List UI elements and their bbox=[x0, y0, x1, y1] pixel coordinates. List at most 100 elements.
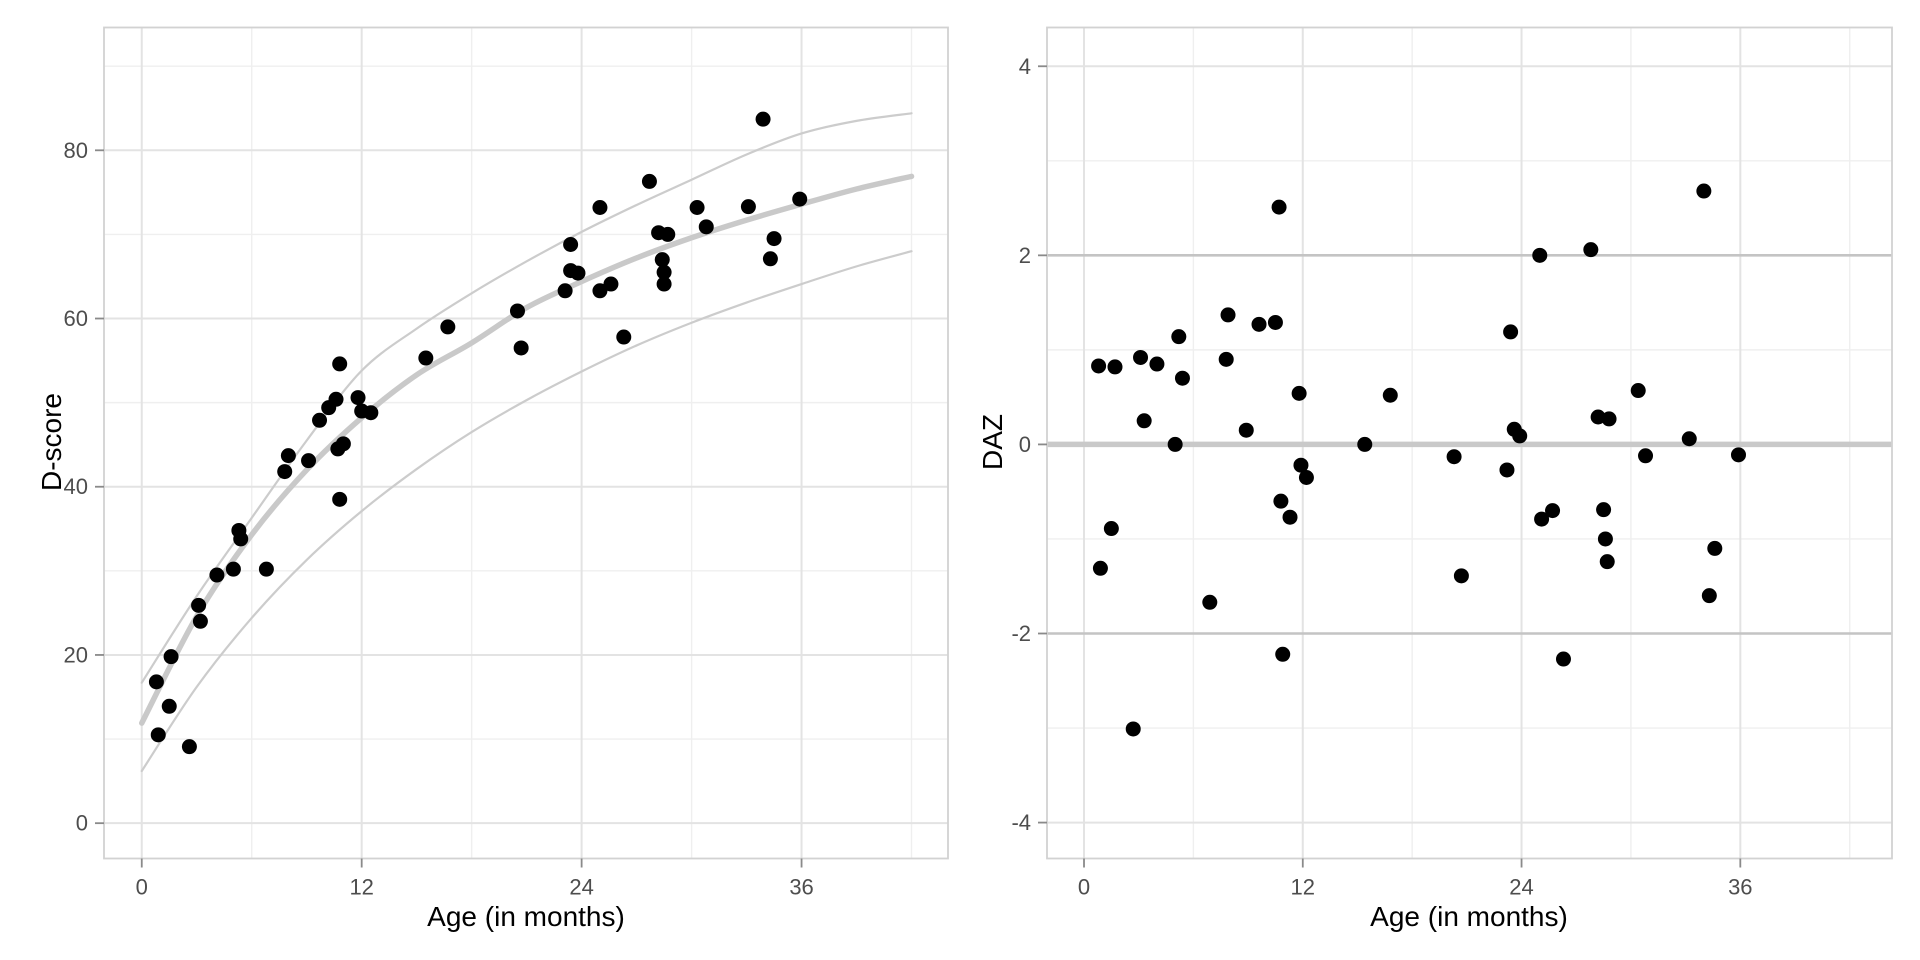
data-point bbox=[563, 237, 579, 253]
data-point bbox=[301, 453, 317, 469]
data-point bbox=[1136, 413, 1152, 429]
data-point bbox=[1133, 349, 1149, 365]
data-point bbox=[1174, 370, 1190, 386]
data-point bbox=[1092, 560, 1108, 576]
data-point bbox=[1271, 199, 1287, 215]
data-point bbox=[350, 390, 366, 406]
data-point bbox=[312, 412, 328, 428]
data-point bbox=[1202, 594, 1218, 610]
data-point bbox=[1167, 436, 1183, 452]
dscore-axes: 0 12 24 36 0 20 40 60 80 bbox=[64, 138, 814, 900]
data-point bbox=[1107, 359, 1123, 375]
data-point bbox=[1596, 502, 1612, 518]
data-point bbox=[792, 191, 808, 207]
data-point bbox=[740, 199, 756, 215]
data-point bbox=[233, 531, 249, 547]
median-curve bbox=[139, 173, 915, 726]
y-tick-label: 20 bbox=[64, 642, 88, 667]
x-tick-label: 0 bbox=[136, 875, 148, 900]
data-point bbox=[1696, 183, 1712, 199]
data-point bbox=[592, 199, 608, 215]
data-point bbox=[1512, 428, 1528, 444]
data-point bbox=[1171, 329, 1187, 345]
data-point bbox=[557, 283, 573, 299]
y-tick-label: 40 bbox=[64, 474, 88, 499]
data-point bbox=[1091, 358, 1107, 374]
data-point bbox=[592, 283, 608, 299]
data-point bbox=[1730, 447, 1746, 463]
data-point bbox=[1446, 449, 1462, 465]
data-point bbox=[1601, 411, 1617, 427]
data-point bbox=[1681, 431, 1697, 447]
y-tick-label: 0 bbox=[76, 811, 88, 836]
dscore-panel-border bbox=[103, 26, 949, 860]
dscore-gridlines bbox=[104, 27, 948, 859]
data-point bbox=[1149, 356, 1165, 372]
y-tick-label: 2 bbox=[1019, 243, 1031, 268]
y-tick-label: 4 bbox=[1019, 54, 1031, 79]
x-tick-label: 12 bbox=[1291, 875, 1315, 900]
x-tick-label: 24 bbox=[569, 875, 593, 900]
y-tick-label: 0 bbox=[1019, 432, 1031, 457]
data-point bbox=[1291, 385, 1307, 401]
data-point bbox=[1532, 247, 1548, 263]
data-point bbox=[1238, 422, 1254, 438]
data-point bbox=[1503, 324, 1519, 340]
data-point bbox=[192, 613, 208, 629]
data-point bbox=[1453, 568, 1469, 584]
data-point bbox=[1534, 511, 1550, 527]
data-point bbox=[660, 226, 676, 242]
data-point bbox=[1555, 651, 1571, 667]
x-tick-label: 36 bbox=[1728, 875, 1752, 900]
data-point bbox=[513, 340, 529, 356]
data-point bbox=[641, 173, 657, 189]
data-point bbox=[163, 649, 179, 665]
data-point bbox=[698, 219, 714, 235]
daz-y-axis-title: DAZ bbox=[977, 414, 1008, 470]
data-point bbox=[418, 350, 434, 366]
data-point bbox=[148, 674, 164, 690]
data-point bbox=[335, 436, 351, 452]
data-point bbox=[1298, 470, 1314, 486]
data-point bbox=[1583, 242, 1599, 258]
data-point bbox=[277, 464, 293, 480]
data-point bbox=[1499, 462, 1515, 478]
lower-centile-curve bbox=[140, 250, 913, 773]
data-point bbox=[1267, 314, 1283, 330]
data-point bbox=[656, 276, 672, 292]
data-point bbox=[225, 561, 241, 577]
data-point bbox=[1382, 387, 1398, 403]
data-point bbox=[1707, 540, 1723, 556]
data-point bbox=[1251, 316, 1267, 332]
data-point bbox=[1103, 521, 1119, 537]
data-point bbox=[209, 567, 225, 583]
data-point bbox=[603, 276, 619, 292]
data-point bbox=[755, 111, 771, 127]
data-point bbox=[616, 329, 632, 345]
dscore-points bbox=[148, 111, 808, 755]
upper-centile-curve bbox=[140, 112, 913, 684]
dscore-y-axis-title: D-score bbox=[36, 392, 67, 492]
x-tick-label: 24 bbox=[1509, 875, 1533, 900]
y-tick-label: -4 bbox=[1011, 810, 1031, 835]
data-point bbox=[332, 491, 348, 507]
data-point bbox=[181, 739, 197, 755]
data-point bbox=[191, 597, 207, 613]
daz-x-axis-title: Age (in months) bbox=[1370, 901, 1568, 932]
data-point bbox=[332, 356, 348, 372]
y-tick-label: -2 bbox=[1011, 621, 1031, 646]
data-point bbox=[689, 199, 705, 215]
x-tick-label: 36 bbox=[789, 875, 813, 900]
data-point bbox=[1282, 509, 1298, 525]
data-point bbox=[1630, 383, 1646, 399]
data-point bbox=[161, 698, 177, 714]
data-point bbox=[1218, 351, 1234, 367]
data-point bbox=[1545, 503, 1561, 519]
data-point bbox=[570, 265, 586, 281]
data-point bbox=[1599, 554, 1615, 570]
y-tick-label: 60 bbox=[64, 306, 88, 331]
y-tick-label: 80 bbox=[64, 138, 88, 163]
data-point bbox=[509, 303, 525, 319]
dscore-panel: 0 12 24 36 0 20 40 60 80 bbox=[64, 26, 949, 900]
